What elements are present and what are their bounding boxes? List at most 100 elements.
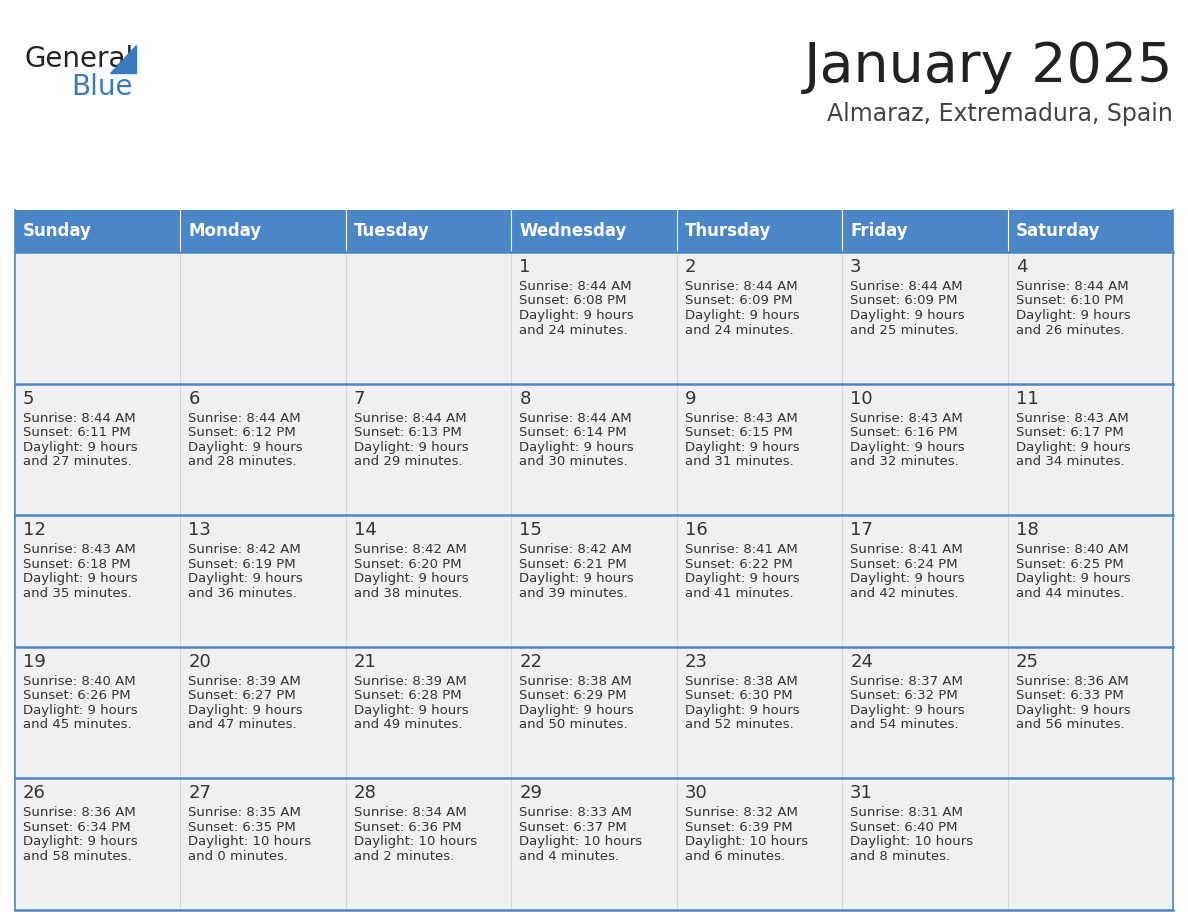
Text: and 0 minutes.: and 0 minutes. — [189, 850, 289, 863]
Text: and 39 minutes.: and 39 minutes. — [519, 587, 628, 599]
Text: Daylight: 9 hours: Daylight: 9 hours — [851, 441, 965, 453]
Text: and 30 minutes.: and 30 minutes. — [519, 455, 628, 468]
Bar — [346, 210, 511, 252]
Text: Sunset: 6:14 PM: Sunset: 6:14 PM — [519, 426, 627, 439]
Bar — [181, 210, 346, 252]
Text: Sunrise: 8:43 AM: Sunrise: 8:43 AM — [851, 411, 963, 425]
Text: Sunrise: 8:42 AM: Sunrise: 8:42 AM — [519, 543, 632, 556]
Text: 15: 15 — [519, 521, 542, 539]
Bar — [1007, 384, 1173, 515]
Text: and 52 minutes.: and 52 minutes. — [684, 718, 794, 732]
Text: and 50 minutes.: and 50 minutes. — [519, 718, 628, 732]
Text: Sunset: 6:17 PM: Sunset: 6:17 PM — [1016, 426, 1124, 439]
Text: Sunset: 6:08 PM: Sunset: 6:08 PM — [519, 295, 627, 308]
Text: Saturday: Saturday — [1016, 222, 1100, 240]
Text: Wednesday: Wednesday — [519, 222, 626, 240]
Text: Daylight: 9 hours: Daylight: 9 hours — [684, 309, 800, 322]
Text: Sunset: 6:37 PM: Sunset: 6:37 PM — [519, 821, 627, 834]
Text: and 47 minutes.: and 47 minutes. — [189, 718, 297, 732]
Bar — [511, 515, 677, 647]
Text: Daylight: 9 hours: Daylight: 9 hours — [23, 835, 138, 848]
Text: Monday: Monday — [189, 222, 261, 240]
Text: and 24 minutes.: and 24 minutes. — [519, 323, 628, 337]
Text: 8: 8 — [519, 389, 531, 408]
Text: 16: 16 — [684, 521, 708, 539]
Text: Sunrise: 8:44 AM: Sunrise: 8:44 AM — [851, 280, 962, 293]
Text: and 45 minutes.: and 45 minutes. — [23, 718, 132, 732]
Bar — [842, 210, 1007, 252]
Text: and 41 minutes.: and 41 minutes. — [684, 587, 794, 599]
Text: Sunset: 6:20 PM: Sunset: 6:20 PM — [354, 558, 461, 571]
Text: 25: 25 — [1016, 653, 1038, 671]
Text: Sunset: 6:09 PM: Sunset: 6:09 PM — [851, 295, 958, 308]
Text: Sunrise: 8:43 AM: Sunrise: 8:43 AM — [684, 411, 797, 425]
Text: 6: 6 — [189, 389, 200, 408]
Text: and 35 minutes.: and 35 minutes. — [23, 587, 132, 599]
Text: 7: 7 — [354, 389, 366, 408]
Text: 9: 9 — [684, 389, 696, 408]
Text: Sunrise: 8:44 AM: Sunrise: 8:44 AM — [189, 411, 301, 425]
Text: Sunrise: 8:32 AM: Sunrise: 8:32 AM — [684, 806, 797, 820]
Bar — [15, 778, 181, 910]
Text: Sunset: 6:19 PM: Sunset: 6:19 PM — [189, 558, 296, 571]
Bar — [1007, 252, 1173, 384]
Text: Sunrise: 8:34 AM: Sunrise: 8:34 AM — [354, 806, 467, 820]
Text: Daylight: 9 hours: Daylight: 9 hours — [851, 309, 965, 322]
Text: Sunset: 6:32 PM: Sunset: 6:32 PM — [851, 689, 958, 702]
Text: 17: 17 — [851, 521, 873, 539]
Bar — [677, 384, 842, 515]
Text: and 27 minutes.: and 27 minutes. — [23, 455, 132, 468]
Text: 12: 12 — [23, 521, 46, 539]
Text: Sunset: 6:29 PM: Sunset: 6:29 PM — [519, 689, 627, 702]
Bar — [15, 210, 181, 252]
Text: Daylight: 9 hours: Daylight: 9 hours — [354, 441, 468, 453]
Text: Sunrise: 8:44 AM: Sunrise: 8:44 AM — [354, 411, 467, 425]
Text: Blue: Blue — [71, 73, 133, 101]
Text: Daylight: 9 hours: Daylight: 9 hours — [354, 704, 468, 717]
Text: Sunrise: 8:36 AM: Sunrise: 8:36 AM — [23, 806, 135, 820]
Bar — [15, 384, 181, 515]
Text: Sunrise: 8:44 AM: Sunrise: 8:44 AM — [684, 280, 797, 293]
Text: and 56 minutes.: and 56 minutes. — [1016, 718, 1124, 732]
Text: and 34 minutes.: and 34 minutes. — [1016, 455, 1124, 468]
Bar — [346, 252, 511, 384]
Text: 1: 1 — [519, 258, 531, 276]
Text: 11: 11 — [1016, 389, 1038, 408]
Bar — [346, 647, 511, 778]
Text: Sunrise: 8:42 AM: Sunrise: 8:42 AM — [189, 543, 302, 556]
Text: Sunset: 6:33 PM: Sunset: 6:33 PM — [1016, 689, 1124, 702]
Text: Sunrise: 8:37 AM: Sunrise: 8:37 AM — [851, 675, 963, 688]
Text: Sunset: 6:35 PM: Sunset: 6:35 PM — [189, 821, 296, 834]
Text: Sunrise: 8:38 AM: Sunrise: 8:38 AM — [684, 675, 797, 688]
Bar — [15, 647, 181, 778]
Text: Daylight: 10 hours: Daylight: 10 hours — [684, 835, 808, 848]
Text: Daylight: 9 hours: Daylight: 9 hours — [189, 704, 303, 717]
Text: Sunrise: 8:44 AM: Sunrise: 8:44 AM — [1016, 280, 1129, 293]
Bar — [1007, 210, 1173, 252]
Text: 4: 4 — [1016, 258, 1028, 276]
Bar — [677, 515, 842, 647]
Text: Sunset: 6:25 PM: Sunset: 6:25 PM — [1016, 558, 1124, 571]
Text: 22: 22 — [519, 653, 542, 671]
Text: and 24 minutes.: and 24 minutes. — [684, 323, 794, 337]
Text: 21: 21 — [354, 653, 377, 671]
Text: Sunset: 6:28 PM: Sunset: 6:28 PM — [354, 689, 461, 702]
Text: Sunset: 6:30 PM: Sunset: 6:30 PM — [684, 689, 792, 702]
Text: General: General — [25, 45, 134, 73]
Bar — [511, 384, 677, 515]
Text: and 28 minutes.: and 28 minutes. — [189, 455, 297, 468]
Bar — [842, 384, 1007, 515]
Text: Sunset: 6:24 PM: Sunset: 6:24 PM — [851, 558, 958, 571]
Text: Daylight: 9 hours: Daylight: 9 hours — [1016, 441, 1130, 453]
Text: Sunrise: 8:40 AM: Sunrise: 8:40 AM — [1016, 543, 1129, 556]
Text: Sunrise: 8:44 AM: Sunrise: 8:44 AM — [23, 411, 135, 425]
Text: Daylight: 9 hours: Daylight: 9 hours — [189, 441, 303, 453]
Bar — [181, 252, 346, 384]
Bar — [181, 384, 346, 515]
Text: Daylight: 9 hours: Daylight: 9 hours — [1016, 572, 1130, 585]
Text: Daylight: 9 hours: Daylight: 9 hours — [519, 441, 634, 453]
Text: 19: 19 — [23, 653, 46, 671]
Text: Sunset: 6:34 PM: Sunset: 6:34 PM — [23, 821, 131, 834]
Text: Sunrise: 8:41 AM: Sunrise: 8:41 AM — [684, 543, 797, 556]
Text: Daylight: 9 hours: Daylight: 9 hours — [519, 572, 634, 585]
